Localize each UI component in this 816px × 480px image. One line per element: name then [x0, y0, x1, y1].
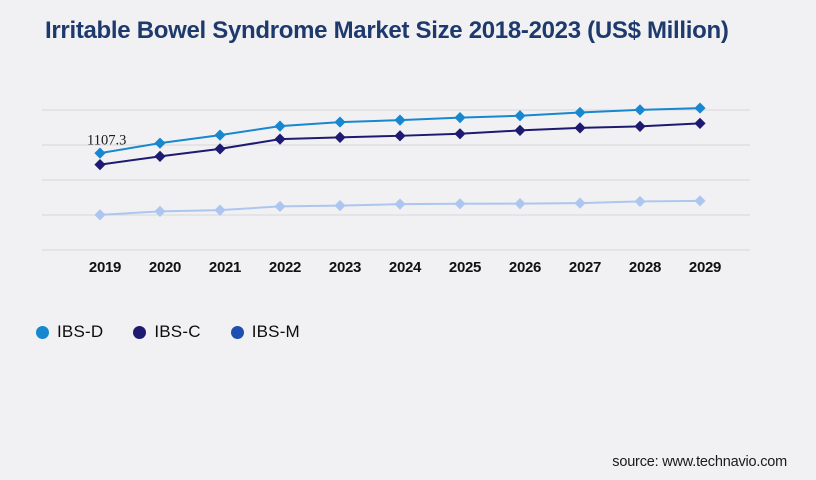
x-axis-label: 2029	[689, 259, 721, 276]
x-axis-label: 2027	[569, 259, 601, 276]
data-point-marker-ibs-c	[214, 143, 226, 155]
legend-dot-icon	[230, 325, 244, 339]
legend-item-ibs-d: IBS-D	[36, 322, 103, 342]
x-axis-label: 2028	[629, 259, 661, 276]
data-point-marker-ibs-d	[214, 129, 226, 141]
x-axis-label: 2020	[149, 259, 181, 276]
data-point-marker-ibs-d	[94, 147, 106, 159]
data-point-marker-ibs-c	[694, 117, 706, 129]
data-point-marker-ibs-c	[274, 133, 286, 145]
data-point-marker-ibs-d	[334, 116, 346, 128]
data-point-marker-ibs-d	[454, 112, 466, 124]
data-point-marker-ibs-d	[274, 120, 286, 132]
legend-label: IBS-C	[154, 322, 201, 341]
line-chart: 2019 2020 2021 2022 2023 2024 2025 2026 2027 2028…	[42, 102, 750, 276]
data-point-marker-ibs-m	[634, 195, 646, 208]
legend-dot-icon	[36, 325, 49, 339]
data-point-marker-ibs-m	[94, 209, 106, 221]
x-axis-label: 2024	[389, 259, 422, 276]
data-point-marker-ibs-d	[634, 104, 646, 116]
data-point-marker-ibs-d	[694, 102, 706, 114]
page-title: Irritable Bowel Syndrome Market Size 201…	[45, 17, 729, 44]
data-point-label: 1107.3	[87, 133, 126, 149]
data-point-marker-ibs-c	[514, 124, 526, 136]
data-point-marker-ibs-m	[394, 198, 406, 210]
data-point-marker-ibs-d	[514, 110, 526, 122]
data-point-marker-ibs-m	[334, 200, 346, 212]
data-point-marker-ibs-d	[154, 137, 166, 149]
data-point-marker-ibs-m	[154, 205, 166, 218]
data-point-marker-ibs-c	[454, 128, 466, 140]
data-point-marker-ibs-m	[214, 204, 226, 216]
data-point-marker-ibs-m	[694, 195, 706, 207]
legend-label: IBS-D	[57, 322, 104, 341]
data-point-marker-ibs-c	[154, 150, 166, 162]
data-point-marker-ibs-c	[94, 159, 106, 171]
legend-item-ibs-m: IBS-M	[230, 322, 300, 342]
data-point-marker-ibs-c	[394, 130, 406, 142]
source-credit: source: www.technavio.com	[612, 454, 787, 470]
x-axis-label: 2025	[449, 259, 481, 276]
legend-item-ibs-c: IBS-C	[133, 322, 200, 342]
x-axis-label: 2022	[269, 259, 301, 276]
legend-dot-icon	[133, 325, 147, 339]
data-point-marker-ibs-c	[634, 120, 646, 132]
data-point-marker-ibs-d	[394, 114, 406, 126]
x-axis-label: 2019	[89, 259, 121, 276]
x-axis-label: 2023	[329, 259, 361, 276]
data-point-marker-ibs-m	[574, 197, 586, 209]
data-point-marker-ibs-m	[514, 198, 526, 210]
x-axis-label: 2021	[209, 259, 241, 276]
series-line-ibs-c	[99, 122, 701, 166]
x-axis-label: 2026	[509, 259, 541, 276]
legend-label: IBS-M	[251, 322, 300, 341]
data-point-marker-ibs-c	[574, 122, 586, 134]
data-point-marker-ibs-c	[334, 131, 346, 143]
data-point-marker-ibs-m	[274, 200, 286, 213]
data-point-marker-ibs-m	[454, 198, 466, 210]
chart-legend: IBS-D IBS-C IBS-M	[36, 322, 300, 342]
data-point-marker-ibs-d	[574, 106, 586, 119]
